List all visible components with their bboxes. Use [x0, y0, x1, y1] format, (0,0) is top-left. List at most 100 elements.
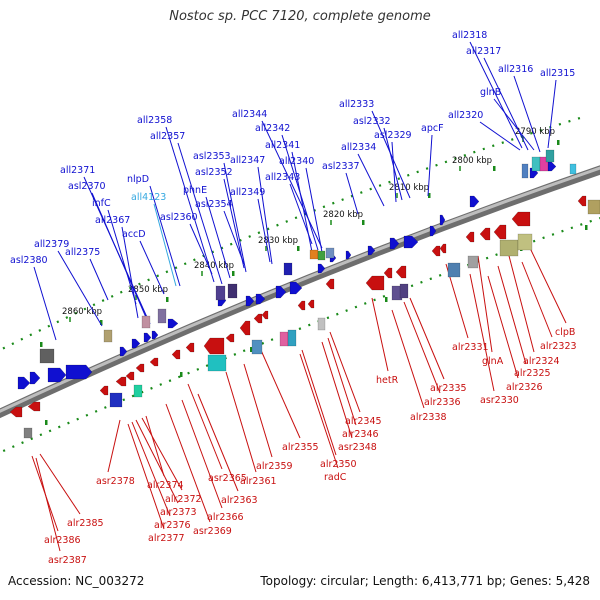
gene-label-minus[interactable]: alr2338 [410, 412, 447, 423]
gene-label-minus[interactable]: alr2374 [147, 480, 184, 491]
gene-label-plus[interactable]: asl2352 [195, 167, 233, 178]
minus-strand-gene[interactable] [239, 320, 251, 336]
plus-strand-gene[interactable] [65, 364, 93, 380]
function-box[interactable] [279, 331, 289, 347]
function-box[interactable] [39, 348, 55, 364]
minus-strand-gene[interactable] [261, 310, 269, 320]
plus-strand-gene[interactable] [389, 237, 400, 250]
gene-label-plus[interactable]: all2371 [60, 165, 95, 176]
function-box[interactable] [103, 329, 113, 343]
plus-strand-gene[interactable] [151, 330, 159, 340]
gene-label-minus[interactable]: alr2323 [540, 341, 577, 352]
function-box[interactable] [141, 315, 151, 329]
minus-strand-gene[interactable] [135, 363, 145, 373]
minus-strand-gene[interactable] [99, 385, 109, 396]
gene-label-minus[interactable]: radC [324, 472, 347, 483]
gene-label-plus[interactable]: accD [122, 229, 146, 240]
gene-label-plus[interactable]: all2342 [255, 123, 290, 134]
gene-labels[interactable]: all2318 all2317 all2316 all2315 glnB all2320 a… [10, 30, 577, 566]
function-box[interactable] [521, 163, 529, 179]
minus-strand-gene[interactable] [465, 231, 475, 243]
gene-label-plus[interactable]: all2347 [230, 155, 265, 166]
plus-strand-gene[interactable] [255, 293, 266, 305]
function-box[interactable] [325, 247, 335, 259]
minus-strand-gene[interactable] [171, 349, 181, 360]
gene-label-plus[interactable]: nlpD [127, 174, 149, 185]
function-box[interactable] [587, 199, 600, 215]
gene-label-plus[interactable]: phnE [183, 185, 207, 196]
function-box[interactable] [467, 255, 479, 269]
function-box[interactable] [287, 329, 297, 347]
gene-label-minus[interactable]: glnA [482, 356, 504, 367]
gene-label-minus[interactable]: alr2363 [221, 495, 258, 506]
function-box[interactable] [251, 339, 263, 355]
gene-label-plus[interactable]: all2344 [232, 109, 267, 120]
plus-strand-gene[interactable] [131, 338, 141, 349]
gene-label-plus[interactable]: asl2380 [10, 255, 48, 266]
gene-label-plus[interactable]: glnB [480, 87, 501, 98]
gene-label-minus[interactable]: asr2348 [338, 442, 377, 453]
function-box[interactable] [517, 233, 533, 251]
gene-label-plus[interactable]: all2367 [95, 215, 130, 226]
plus-strand-gene[interactable] [289, 281, 303, 295]
gene-label-plus[interactable]: asl2360 [160, 212, 198, 223]
gene-label-plus[interactable]: all2358 [137, 115, 172, 126]
gene-label-plus[interactable]: all2333 [339, 99, 374, 110]
minus-strand-gene[interactable] [365, 275, 385, 291]
minus-strand-gene[interactable] [395, 265, 407, 279]
gene-label-plus[interactable]: all2316 [498, 64, 533, 75]
function-box[interactable] [499, 239, 519, 257]
gene-label-plus[interactable]: all2375 [65, 247, 100, 258]
gene-label-plus[interactable]: all2341 [265, 140, 300, 151]
function-box[interactable] [207, 354, 227, 372]
gene-label-minus[interactable]: alr2350 [320, 459, 357, 470]
plus-strand-gene[interactable] [143, 332, 152, 343]
minus-strand-gene[interactable] [225, 333, 235, 343]
function-box[interactable] [531, 156, 541, 172]
plus-strand-gene[interactable] [17, 376, 31, 390]
gene-label-plus[interactable]: all2340 [279, 156, 314, 167]
gene-label-plus[interactable]: asl2337 [322, 161, 360, 172]
gene-label-plus[interactable]: all2357 [150, 131, 185, 142]
gene-label-minus[interactable]: alr2376 [154, 520, 191, 531]
gene-label-minus[interactable]: alr2325 [514, 368, 551, 379]
function-box[interactable] [539, 156, 549, 172]
plus-strand-gene[interactable] [29, 371, 41, 385]
minus-strand-gene[interactable] [307, 299, 315, 309]
plus-strand-gene[interactable] [119, 346, 128, 357]
minus-strand-gene[interactable] [125, 371, 135, 381]
function-box[interactable] [23, 427, 33, 439]
gene-label-minus[interactable]: hetR [376, 375, 399, 386]
function-box[interactable] [109, 392, 123, 408]
gene-label-minus[interactable]: alr2336 [424, 397, 461, 408]
minus-strand-gene[interactable] [479, 227, 491, 241]
minus-strand-gene[interactable] [9, 406, 23, 418]
plus-strand-gene[interactable] [403, 235, 419, 249]
plus-strand-gene[interactable] [429, 225, 437, 237]
function-box[interactable] [399, 283, 409, 299]
minus-strand-gene[interactable] [325, 278, 335, 290]
function-box[interactable] [215, 285, 226, 301]
minus-strand-gene[interactable] [253, 313, 263, 324]
minus-strand-gene[interactable] [185, 342, 195, 353]
function-box[interactable] [283, 262, 293, 276]
plus-strand-gene[interactable] [275, 285, 287, 299]
function-box[interactable] [317, 250, 326, 261]
gene-label-minus[interactable]: asr2365 [208, 473, 247, 484]
gene-label-plus[interactable]: all2317 [466, 46, 501, 57]
gene-label-plus[interactable]: asl2370 [68, 181, 106, 192]
gene-label-minus[interactable]: alr2355 [282, 442, 319, 453]
plus-strand-gene[interactable] [317, 263, 326, 274]
minus-strand-gene[interactable] [577, 195, 587, 207]
minus-strand-gene[interactable] [203, 337, 225, 355]
gene-label-minus[interactable]: alr2373 [160, 507, 197, 518]
gene-label-minus[interactable]: alr2345 [345, 416, 382, 427]
gene-label-minus[interactable]: alr2385 [67, 518, 104, 529]
gene-label-plus[interactable]: all2343 [265, 172, 300, 183]
minus-strand-gene[interactable] [383, 267, 393, 279]
gene-label-minus[interactable]: alr2335 [430, 383, 467, 394]
minus-strand-gene[interactable] [297, 300, 306, 311]
gene-label-plus[interactable]: infC [92, 198, 111, 209]
plus-strand-gene[interactable] [245, 295, 255, 307]
